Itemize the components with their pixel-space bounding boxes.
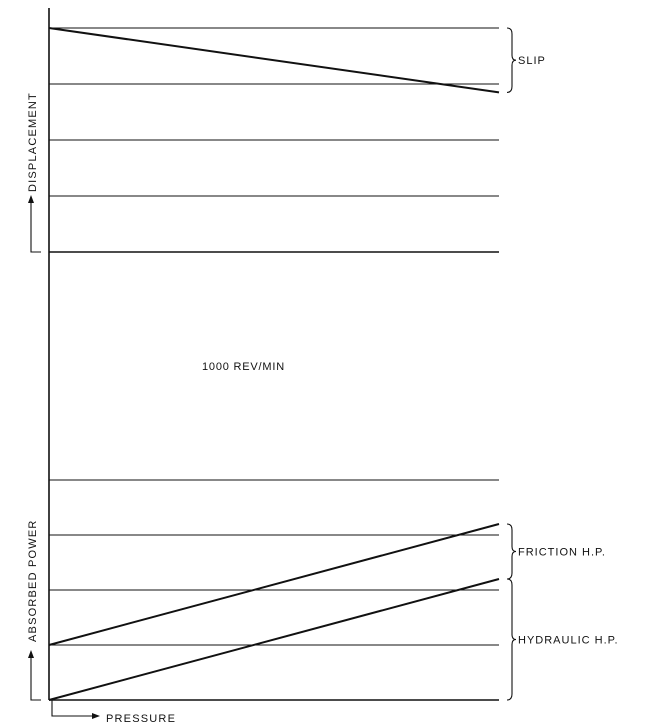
absorbed-power-bracket-label-2: HYDRAULIC H.P. <box>518 635 619 647</box>
absorbed-power-axis-label: ABSORBED POWER <box>27 519 39 642</box>
absorbed-power-bracket-1 <box>506 523 517 580</box>
displacement-gridlines <box>49 27 499 253</box>
absorbed-power-bracket-2 <box>506 578 517 701</box>
absorbed-power-series-line-1 <box>48 523 500 646</box>
absorbed-power-series-line-2 <box>48 578 500 701</box>
displacement-bracket-label-1: SLIP <box>518 55 546 67</box>
pressure-arrow-icon <box>51 700 92 717</box>
absorbed-power-bracket-label-1: FRICTION H.P. <box>518 547 606 559</box>
absorbed-power-gridlines <box>49 479 499 701</box>
speed-note: 1000 REV/MIN <box>202 361 285 373</box>
absorbed-power-arrow-icon <box>30 656 41 701</box>
displacement-series <box>48 27 500 94</box>
absorbed-power-arrowhead-icon <box>28 650 34 658</box>
pressure-axis-label: PRESSURE <box>106 713 176 723</box>
displacement-brackets: SLIP <box>506 27 546 93</box>
pressure-arrowhead-icon <box>92 713 100 719</box>
absorbed-power-series <box>48 523 500 701</box>
displacement-bracket-1 <box>506 27 517 93</box>
displacement-axis-label: DISPLACEMENT <box>27 92 39 192</box>
displacement-arrowhead-icon <box>28 195 34 203</box>
displacement-series-line-1 <box>48 27 500 94</box>
displacement-panel: SLIP DISPLACEMENT <box>27 27 546 253</box>
displacement-arrow-icon <box>30 200 41 253</box>
absorbed-power-panel: FRICTION H.P. HYDRAULIC H.P. ABSORBED POW… <box>27 479 619 723</box>
absorbed-power-brackets: FRICTION H.P. HYDRAULIC H.P. <box>506 523 619 701</box>
